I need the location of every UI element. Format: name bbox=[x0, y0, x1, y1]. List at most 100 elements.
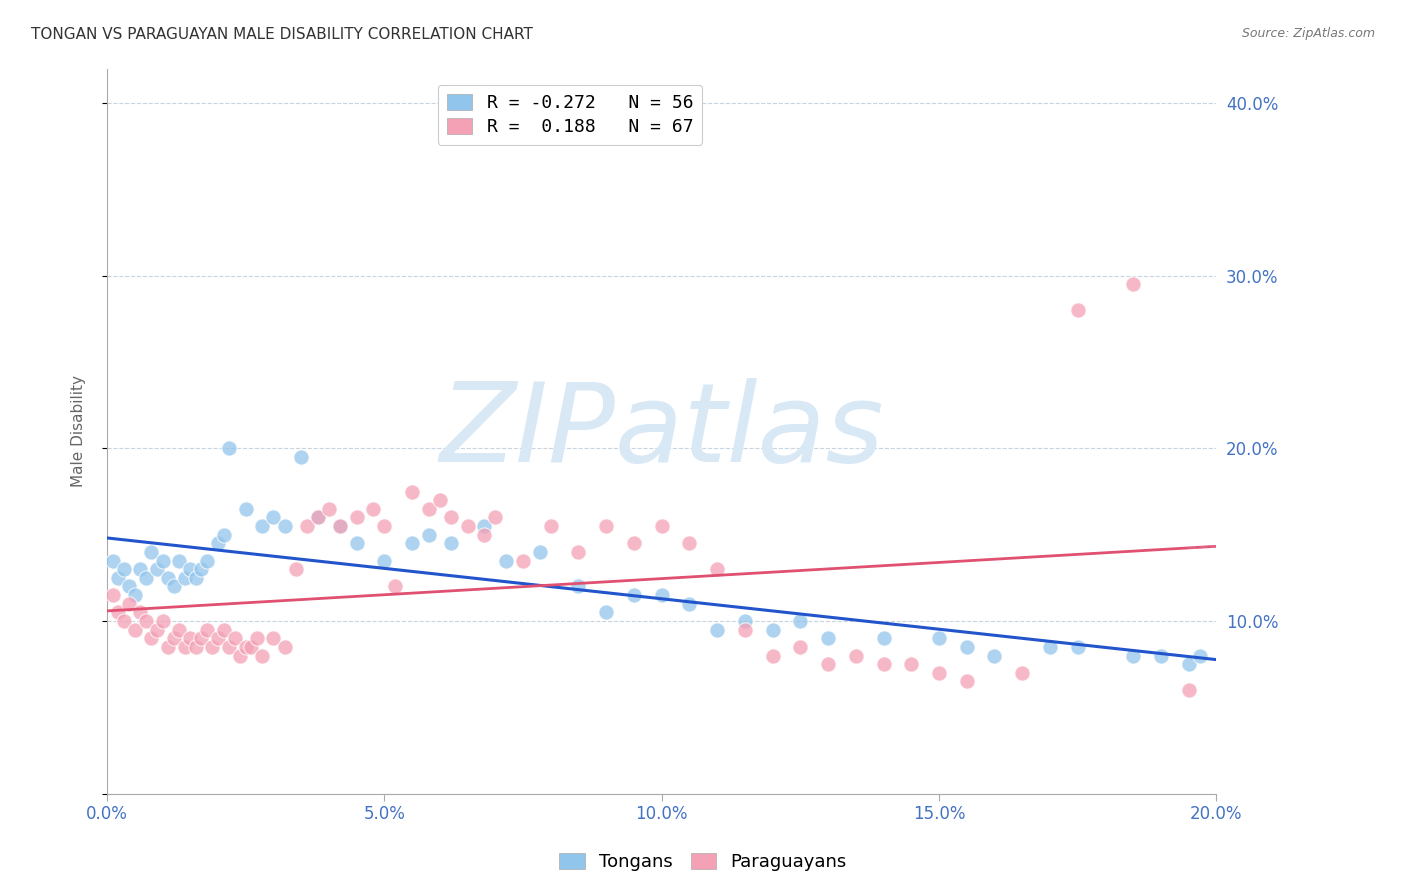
Point bbox=[928, 632, 950, 646]
Text: ZIPatlas: ZIPatlas bbox=[440, 377, 884, 484]
Point bbox=[173, 640, 195, 654]
Point bbox=[273, 519, 295, 533]
Point bbox=[190, 562, 212, 576]
Point bbox=[162, 579, 184, 593]
Point bbox=[872, 657, 894, 672]
Point bbox=[734, 614, 756, 628]
Point bbox=[107, 606, 129, 620]
Point bbox=[1188, 648, 1211, 663]
Point bbox=[373, 553, 395, 567]
Point bbox=[135, 571, 157, 585]
Point bbox=[179, 632, 201, 646]
Point bbox=[678, 536, 700, 550]
Point bbox=[273, 640, 295, 654]
Point bbox=[124, 623, 146, 637]
Point bbox=[295, 519, 318, 533]
Point bbox=[284, 562, 307, 576]
Point bbox=[373, 519, 395, 533]
Point bbox=[112, 614, 135, 628]
Point bbox=[162, 632, 184, 646]
Point bbox=[212, 623, 235, 637]
Point bbox=[1011, 665, 1033, 680]
Point bbox=[845, 648, 868, 663]
Point bbox=[307, 510, 329, 524]
Point bbox=[540, 519, 562, 533]
Point bbox=[124, 588, 146, 602]
Point bbox=[101, 588, 124, 602]
Point bbox=[567, 579, 589, 593]
Point bbox=[401, 536, 423, 550]
Point bbox=[567, 545, 589, 559]
Point bbox=[141, 545, 163, 559]
Point bbox=[195, 553, 218, 567]
Point bbox=[262, 510, 284, 524]
Point bbox=[429, 493, 451, 508]
Point bbox=[678, 597, 700, 611]
Point bbox=[318, 501, 340, 516]
Point bbox=[112, 562, 135, 576]
Point bbox=[229, 648, 252, 663]
Point bbox=[651, 519, 673, 533]
Point bbox=[817, 632, 839, 646]
Point bbox=[157, 571, 180, 585]
Point bbox=[956, 640, 979, 654]
Point bbox=[207, 632, 229, 646]
Point bbox=[956, 674, 979, 689]
Point bbox=[440, 510, 463, 524]
Point bbox=[817, 657, 839, 672]
Point bbox=[290, 450, 312, 464]
Point bbox=[235, 640, 257, 654]
Point bbox=[1039, 640, 1062, 654]
Point bbox=[118, 597, 141, 611]
Point bbox=[1122, 648, 1144, 663]
Point bbox=[184, 571, 207, 585]
Point bbox=[623, 588, 645, 602]
Point bbox=[167, 553, 190, 567]
Point bbox=[218, 442, 240, 456]
Y-axis label: Male Disability: Male Disability bbox=[72, 376, 86, 487]
Point bbox=[118, 579, 141, 593]
Point bbox=[224, 632, 246, 646]
Point bbox=[651, 588, 673, 602]
Point bbox=[329, 519, 352, 533]
Point bbox=[384, 579, 406, 593]
Point bbox=[190, 632, 212, 646]
Point bbox=[928, 665, 950, 680]
Legend: R = -0.272   N = 56, R =  0.188   N = 67: R = -0.272 N = 56, R = 0.188 N = 67 bbox=[437, 85, 702, 145]
Point bbox=[240, 640, 263, 654]
Point bbox=[235, 501, 257, 516]
Point bbox=[762, 648, 785, 663]
Point bbox=[101, 553, 124, 567]
Point bbox=[201, 640, 224, 654]
Point bbox=[595, 519, 617, 533]
Point bbox=[789, 614, 811, 628]
Point bbox=[346, 510, 368, 524]
Point bbox=[789, 640, 811, 654]
Point bbox=[734, 623, 756, 637]
Point bbox=[184, 640, 207, 654]
Point bbox=[173, 571, 195, 585]
Point bbox=[472, 519, 495, 533]
Point bbox=[457, 519, 479, 533]
Point bbox=[440, 536, 463, 550]
Point bbox=[135, 614, 157, 628]
Point bbox=[107, 571, 129, 585]
Point bbox=[146, 562, 169, 576]
Point bbox=[252, 648, 274, 663]
Point bbox=[1150, 648, 1173, 663]
Point bbox=[246, 632, 269, 646]
Point bbox=[167, 623, 190, 637]
Text: TONGAN VS PARAGUAYAN MALE DISABILITY CORRELATION CHART: TONGAN VS PARAGUAYAN MALE DISABILITY COR… bbox=[31, 27, 533, 42]
Point bbox=[218, 640, 240, 654]
Point bbox=[252, 519, 274, 533]
Point bbox=[401, 484, 423, 499]
Point bbox=[418, 501, 440, 516]
Point bbox=[307, 510, 329, 524]
Point bbox=[146, 623, 169, 637]
Point bbox=[706, 562, 728, 576]
Point bbox=[900, 657, 922, 672]
Point bbox=[207, 536, 229, 550]
Text: Source: ZipAtlas.com: Source: ZipAtlas.com bbox=[1241, 27, 1375, 40]
Point bbox=[157, 640, 180, 654]
Point bbox=[623, 536, 645, 550]
